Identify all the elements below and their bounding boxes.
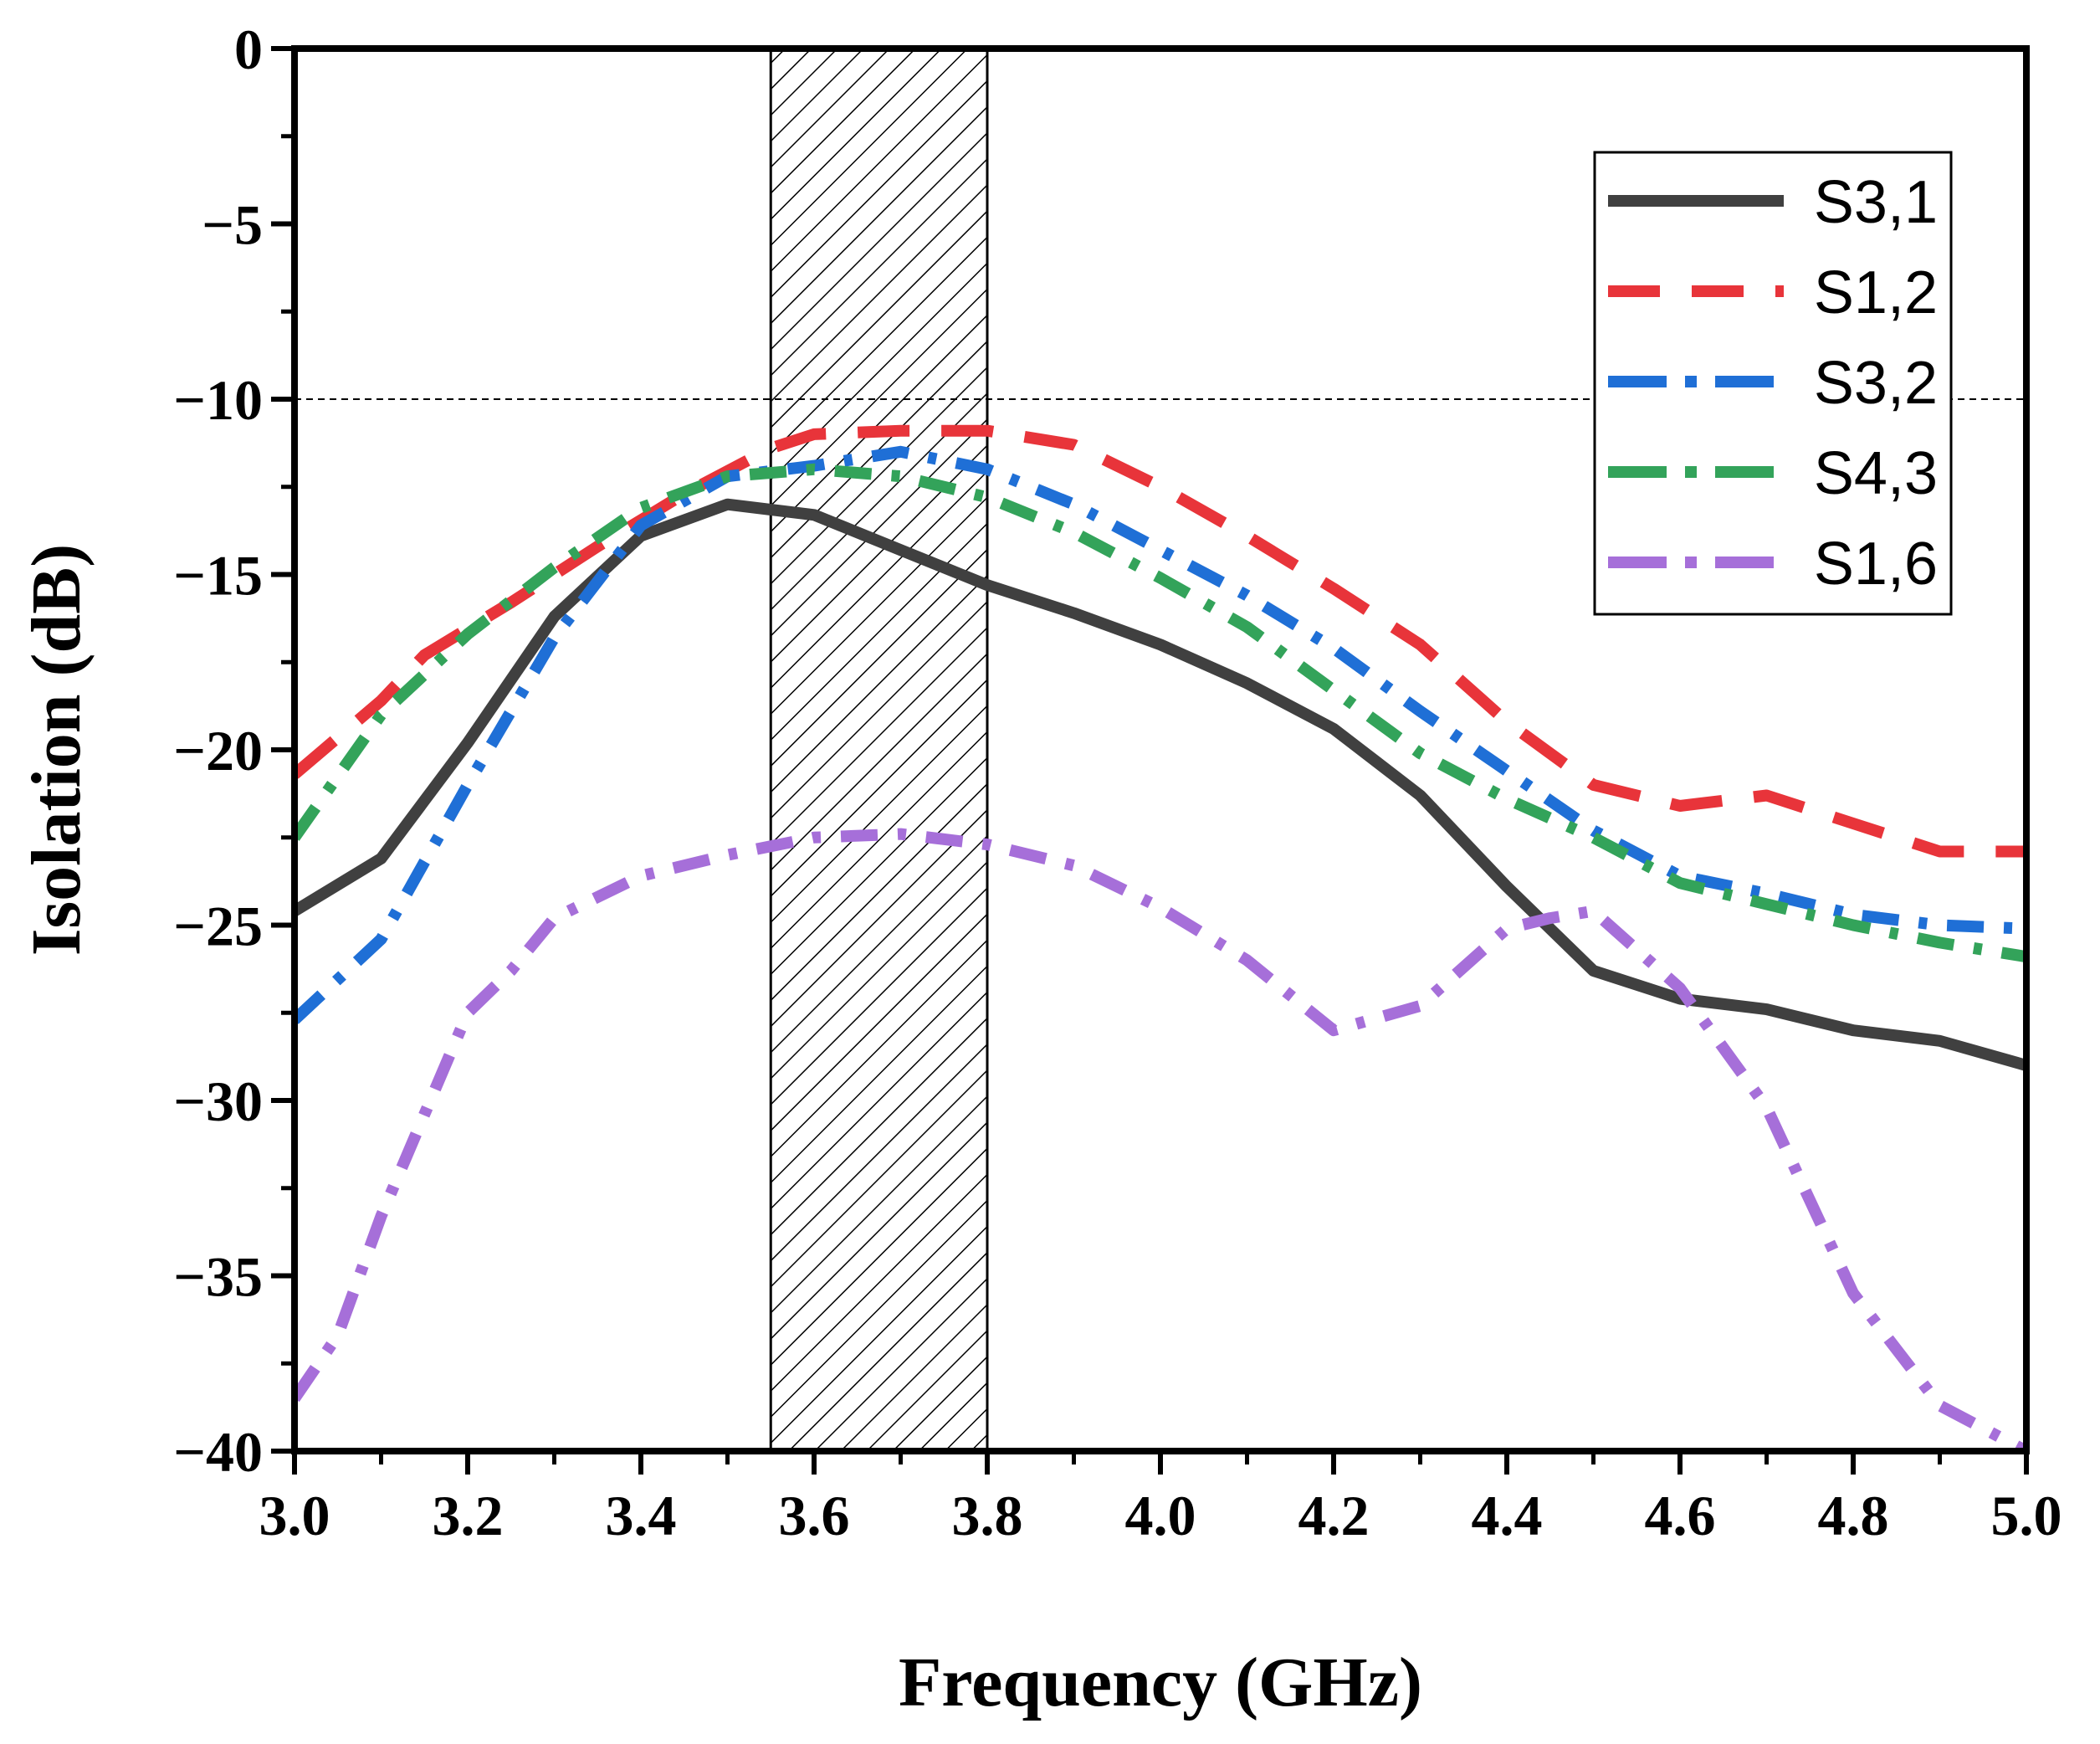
x-tick-label: 3.2 — [433, 1484, 504, 1547]
y-tick-label: −25 — [173, 895, 263, 958]
y-tick-label: −15 — [173, 544, 263, 608]
legend-label: S1,6 — [1814, 531, 1938, 598]
legend-label: S1,2 — [1814, 259, 1938, 326]
x-tick-label: 3.6 — [779, 1484, 850, 1547]
legend-label: S4,3 — [1814, 440, 1938, 507]
y-tick-label: −35 — [173, 1245, 263, 1309]
y-tick-label: −30 — [173, 1069, 263, 1133]
x-axis: 3.0 3.2 3.4 3.6 3.8 4.0 4.2 4.4 4.6 4.8 5.0 — [259, 1451, 2062, 1547]
y-tick-label: −20 — [173, 719, 263, 782]
x-tick-label: 4.6 — [1645, 1484, 1716, 1547]
y-axis: 0 −5 −10 −15 −20 −25 −30 −35 −40 — [173, 18, 295, 1484]
x-tick-label: 4.8 — [1818, 1484, 1889, 1547]
x-tick-label: 5.0 — [1991, 1484, 2062, 1547]
operating-band — [769, 47, 989, 1453]
operating-band-layer — [769, 47, 989, 1453]
x-tick-label: 3.8 — [952, 1484, 1023, 1547]
series-layer — [295, 424, 2026, 1451]
series-line-s4-3 — [295, 463, 2026, 963]
legend: S3,1 S1,2 S3,2 S4,3 S1,6 — [1593, 151, 1953, 616]
series-line-s3-2 — [295, 445, 2026, 1024]
x-tick-label: 3.0 — [259, 1484, 330, 1547]
series-line-s1-2 — [295, 424, 2026, 858]
x-tick-label: 3.4 — [606, 1484, 677, 1547]
y-axis-title: Isolation (dB) — [18, 544, 95, 956]
y-tick-label: −40 — [173, 1420, 263, 1484]
legend-label: S3,1 — [1814, 169, 1938, 236]
x-tick-label: 4.4 — [1472, 1484, 1543, 1547]
y-tick-label: 0 — [234, 18, 263, 81]
x-axis-title: Frequency (GHz) — [899, 1644, 1422, 1721]
x-tick-label: 4.0 — [1125, 1484, 1196, 1547]
series-line-s1-6 — [295, 828, 2026, 1451]
y-tick-label: −10 — [173, 368, 263, 432]
x-tick-label: 4.2 — [1298, 1484, 1370, 1547]
y-tick-label: −5 — [202, 193, 263, 257]
legend-label: S3,2 — [1814, 350, 1938, 417]
series-line-s3-1 — [295, 498, 2026, 1071]
